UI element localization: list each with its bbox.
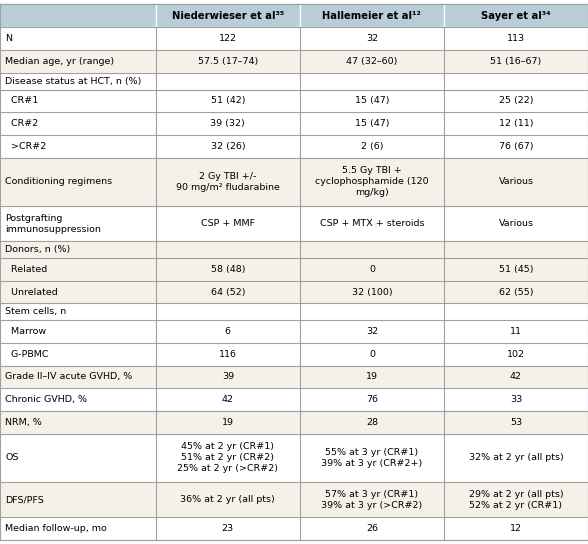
Bar [0, 320, 588, 343]
Text: Marrow: Marrow [5, 327, 46, 336]
Text: 76 (67): 76 (67) [499, 142, 533, 151]
Bar [0, 304, 588, 320]
Text: DFS/PFS: DFS/PFS [5, 495, 44, 504]
Text: 5.5 Gy TBI +
cyclophosphamide (120
mg/kg): 5.5 Gy TBI + cyclophosphamide (120 mg/kg… [315, 166, 429, 197]
Bar [0, 517, 588, 540]
Text: 58 (48): 58 (48) [211, 265, 245, 274]
Text: 2 (6): 2 (6) [360, 142, 383, 151]
Text: Related: Related [5, 265, 47, 274]
Text: 64 (52): 64 (52) [211, 288, 245, 296]
Text: 11: 11 [510, 327, 522, 336]
Text: 29% at 2 yr (all pts)
52% at 2 yr (CR#1): 29% at 2 yr (all pts) 52% at 2 yr (CR#1) [469, 490, 563, 510]
Text: G-PBMC: G-PBMC [5, 350, 48, 358]
Bar [0, 434, 588, 482]
Text: N: N [5, 34, 12, 44]
Text: 6: 6 [225, 327, 231, 336]
Text: Median age, yr (range): Median age, yr (range) [5, 57, 114, 66]
Text: 51 (16–67): 51 (16–67) [490, 57, 542, 66]
Bar [0, 73, 588, 90]
Text: 113: 113 [507, 34, 525, 44]
Bar [0, 258, 588, 281]
Text: 55% at 3 yr (CR#1)
39% at 3 yr (CR#2+): 55% at 3 yr (CR#1) 39% at 3 yr (CR#2+) [321, 448, 423, 468]
Text: 76: 76 [366, 395, 378, 404]
Text: 42: 42 [510, 373, 522, 381]
Text: 12: 12 [510, 524, 522, 533]
Bar [0, 158, 588, 206]
Text: Disease status at HCT, n (%): Disease status at HCT, n (%) [5, 77, 141, 86]
Text: Median follow-up, mo: Median follow-up, mo [5, 524, 107, 533]
Text: 15 (47): 15 (47) [355, 119, 389, 128]
Text: CSP + MTX + steroids: CSP + MTX + steroids [320, 219, 424, 228]
Text: 12 (11): 12 (11) [499, 119, 533, 128]
Text: Various: Various [499, 177, 533, 186]
Text: 57.5 (17–74): 57.5 (17–74) [198, 57, 258, 66]
Bar [0, 482, 588, 517]
Text: 102: 102 [507, 350, 525, 358]
Bar [0, 343, 588, 366]
Text: 19: 19 [366, 373, 378, 381]
Text: 32: 32 [366, 327, 378, 336]
Text: 33: 33 [510, 395, 522, 404]
Text: 26: 26 [366, 524, 378, 533]
Text: NRM, %: NRM, % [5, 418, 42, 427]
Text: 45% at 2 yr (CR#1)
51% at 2 yr (CR#2)
25% at 2 yr (>CR#2): 45% at 2 yr (CR#1) 51% at 2 yr (CR#2) 25… [178, 442, 278, 473]
Bar [0, 281, 588, 304]
Text: 39: 39 [222, 373, 234, 381]
Text: Various: Various [499, 219, 533, 228]
Bar [0, 50, 588, 73]
Text: 28: 28 [366, 418, 378, 427]
Text: Postgrafting
immunosuppression: Postgrafting immunosuppression [5, 214, 101, 233]
Bar [0, 206, 588, 242]
Text: 32% at 2 yr (all pts): 32% at 2 yr (all pts) [469, 453, 563, 462]
Text: 19: 19 [222, 418, 234, 427]
Text: Niederwieser et al³⁵: Niederwieser et al³⁵ [172, 11, 284, 21]
Bar [0, 366, 588, 388]
Text: CR#2: CR#2 [5, 119, 38, 128]
Bar [0, 411, 588, 434]
Text: 53: 53 [510, 418, 522, 427]
Text: 23: 23 [222, 524, 234, 533]
Text: 15 (47): 15 (47) [355, 96, 389, 106]
Text: Unrelated: Unrelated [5, 288, 58, 296]
Text: 32: 32 [366, 34, 378, 44]
Bar [0, 135, 588, 158]
Bar [0, 388, 588, 411]
Text: OS: OS [5, 453, 18, 462]
Text: 2 Gy TBI +/-
90 mg/m² fludarabine: 2 Gy TBI +/- 90 mg/m² fludarabine [176, 172, 280, 192]
Text: 51 (42): 51 (42) [211, 96, 245, 106]
Text: Conditioning regimens: Conditioning regimens [5, 177, 112, 186]
Text: 116: 116 [219, 350, 237, 358]
Text: Sayer et al³⁴: Sayer et al³⁴ [481, 11, 551, 21]
Text: Hallemeier et al¹²: Hallemeier et al¹² [322, 11, 422, 21]
Text: 32 (26): 32 (26) [211, 142, 245, 151]
Text: Grade II–IV acute GVHD, %: Grade II–IV acute GVHD, % [5, 373, 132, 381]
Text: 25 (22): 25 (22) [499, 96, 533, 106]
Text: Donors, n (%): Donors, n (%) [5, 245, 70, 254]
Text: 32 (100): 32 (100) [352, 288, 392, 296]
Bar [0, 112, 588, 135]
Text: 42: 42 [222, 395, 234, 404]
Text: 47 (32–60): 47 (32–60) [346, 57, 397, 66]
Text: 39 (32): 39 (32) [211, 119, 245, 128]
Text: Chronic GVHD, %: Chronic GVHD, % [5, 395, 87, 404]
Text: 36% at 2 yr (all pts): 36% at 2 yr (all pts) [181, 495, 275, 504]
Bar [0, 27, 588, 50]
Text: CSP + MMF: CSP + MMF [201, 219, 255, 228]
Text: 57% at 3 yr (CR#1)
39% at 3 yr (>CR#2): 57% at 3 yr (CR#1) 39% at 3 yr (>CR#2) [321, 490, 423, 510]
Bar [0, 4, 588, 27]
Text: 0: 0 [369, 265, 375, 274]
Text: 51 (45): 51 (45) [499, 265, 533, 274]
Bar [0, 90, 588, 112]
Text: 62 (55): 62 (55) [499, 288, 533, 296]
Text: Stem cells, n: Stem cells, n [5, 307, 66, 316]
Text: CR#1: CR#1 [5, 96, 38, 106]
Text: >CR#2: >CR#2 [5, 142, 46, 151]
Bar [0, 242, 588, 258]
Text: 0: 0 [369, 350, 375, 358]
Text: 122: 122 [219, 34, 237, 44]
